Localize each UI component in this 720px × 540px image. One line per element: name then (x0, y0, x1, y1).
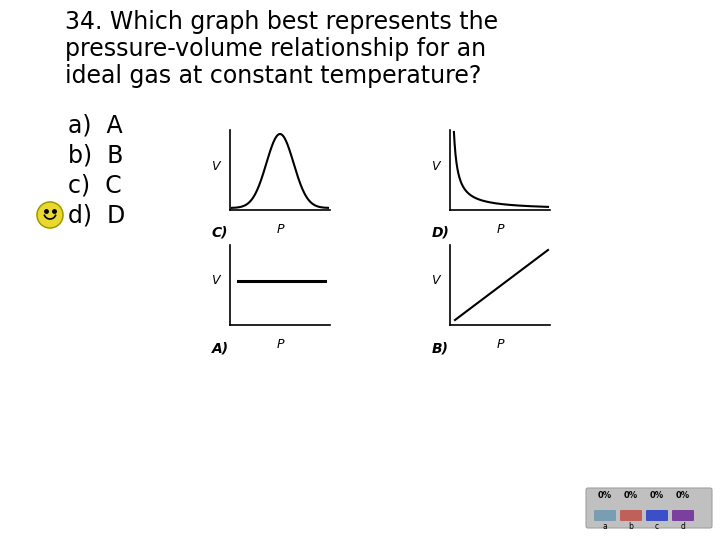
Text: pressure-volume relationship for an: pressure-volume relationship for an (65, 37, 486, 61)
Text: d: d (680, 522, 685, 531)
Text: V: V (431, 159, 440, 172)
Text: V: V (212, 274, 220, 287)
Text: P: P (496, 223, 504, 236)
Text: 0%: 0% (598, 491, 612, 501)
Text: B): B) (432, 341, 449, 355)
Text: 0%: 0% (676, 491, 690, 501)
FancyBboxPatch shape (620, 510, 642, 521)
Text: c: c (655, 522, 659, 531)
FancyBboxPatch shape (672, 510, 694, 521)
Text: P: P (276, 223, 284, 236)
Text: 34. Which graph best represents the: 34. Which graph best represents the (65, 10, 498, 34)
Text: 0%: 0% (650, 491, 664, 501)
Text: P: P (276, 338, 284, 351)
Text: A): A) (212, 341, 229, 355)
FancyBboxPatch shape (646, 510, 668, 521)
Text: V: V (212, 159, 220, 172)
Text: V: V (431, 274, 440, 287)
Text: d)  D: d) D (68, 203, 125, 227)
Text: a)  A: a) A (68, 113, 122, 137)
Circle shape (37, 202, 63, 228)
Text: b)  B: b) B (68, 143, 123, 167)
Text: b: b (629, 522, 634, 531)
Text: D): D) (432, 226, 450, 240)
Text: 0%: 0% (624, 491, 638, 501)
Text: a: a (603, 522, 608, 531)
Text: ideal gas at constant temperature?: ideal gas at constant temperature? (65, 64, 482, 88)
Text: c)  C: c) C (68, 173, 122, 197)
FancyBboxPatch shape (586, 488, 712, 528)
Text: C): C) (212, 226, 228, 240)
FancyBboxPatch shape (594, 510, 616, 521)
Text: P: P (496, 338, 504, 351)
